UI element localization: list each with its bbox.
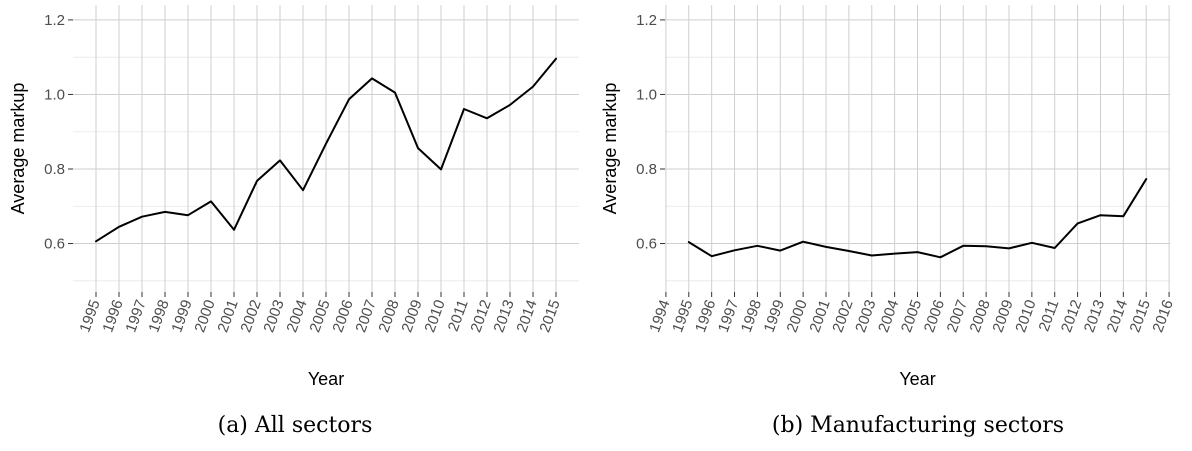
series-line-all-sectors <box>95 57 557 243</box>
x-tick-label: 2016 <box>1149 298 1176 335</box>
chart-manufacturing-sectors: 0.60.81.01.21994199519961997199819992000… <box>600 5 1177 438</box>
x-axis-title: Year <box>899 369 935 389</box>
series-line-manufacturing-sectors <box>687 178 1148 259</box>
y-axis-title: Average markup <box>600 83 620 215</box>
figure-caption: (b) Manufacturing sectors <box>772 413 1064 438</box>
y-tick-label: 1.2 <box>44 12 65 29</box>
x-tick-label: 2010 <box>1012 298 1039 335</box>
y-tick-label: 0.6 <box>44 236 65 253</box>
y-tick-label: 0.8 <box>636 161 657 178</box>
x-tick-label: 2015 <box>536 298 563 335</box>
y-tick-label: 0.6 <box>636 236 657 253</box>
x-tick-label: 2010 <box>421 298 448 335</box>
y-tick-label: 1.0 <box>44 86 65 103</box>
x-axis-title: Year <box>308 369 344 389</box>
chart-all-sectors: 0.60.81.01.21995199619971998199920002001… <box>8 5 579 438</box>
figure-caption: (a) All sectors <box>218 413 373 438</box>
y-tick-label: 1.0 <box>636 86 657 103</box>
y-tick-label: 1.2 <box>636 12 657 29</box>
y-axis-title: Average markup <box>8 83 28 215</box>
y-tick-label: 0.8 <box>44 161 65 178</box>
